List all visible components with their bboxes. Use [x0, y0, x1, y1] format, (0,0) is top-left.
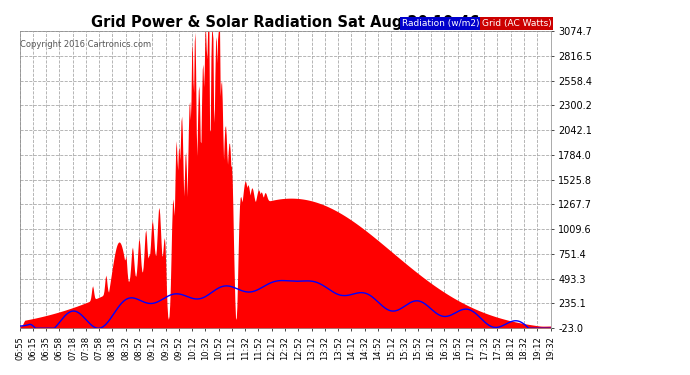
Text: Copyright 2016 Cartronics.com: Copyright 2016 Cartronics.com	[20, 40, 151, 49]
Text: Grid (AC Watts): Grid (AC Watts)	[482, 19, 551, 28]
Text: Radiation (w/m2): Radiation (w/m2)	[402, 19, 480, 28]
Title: Grid Power & Solar Radiation Sat Aug 20 19:46: Grid Power & Solar Radiation Sat Aug 20 …	[91, 15, 480, 30]
